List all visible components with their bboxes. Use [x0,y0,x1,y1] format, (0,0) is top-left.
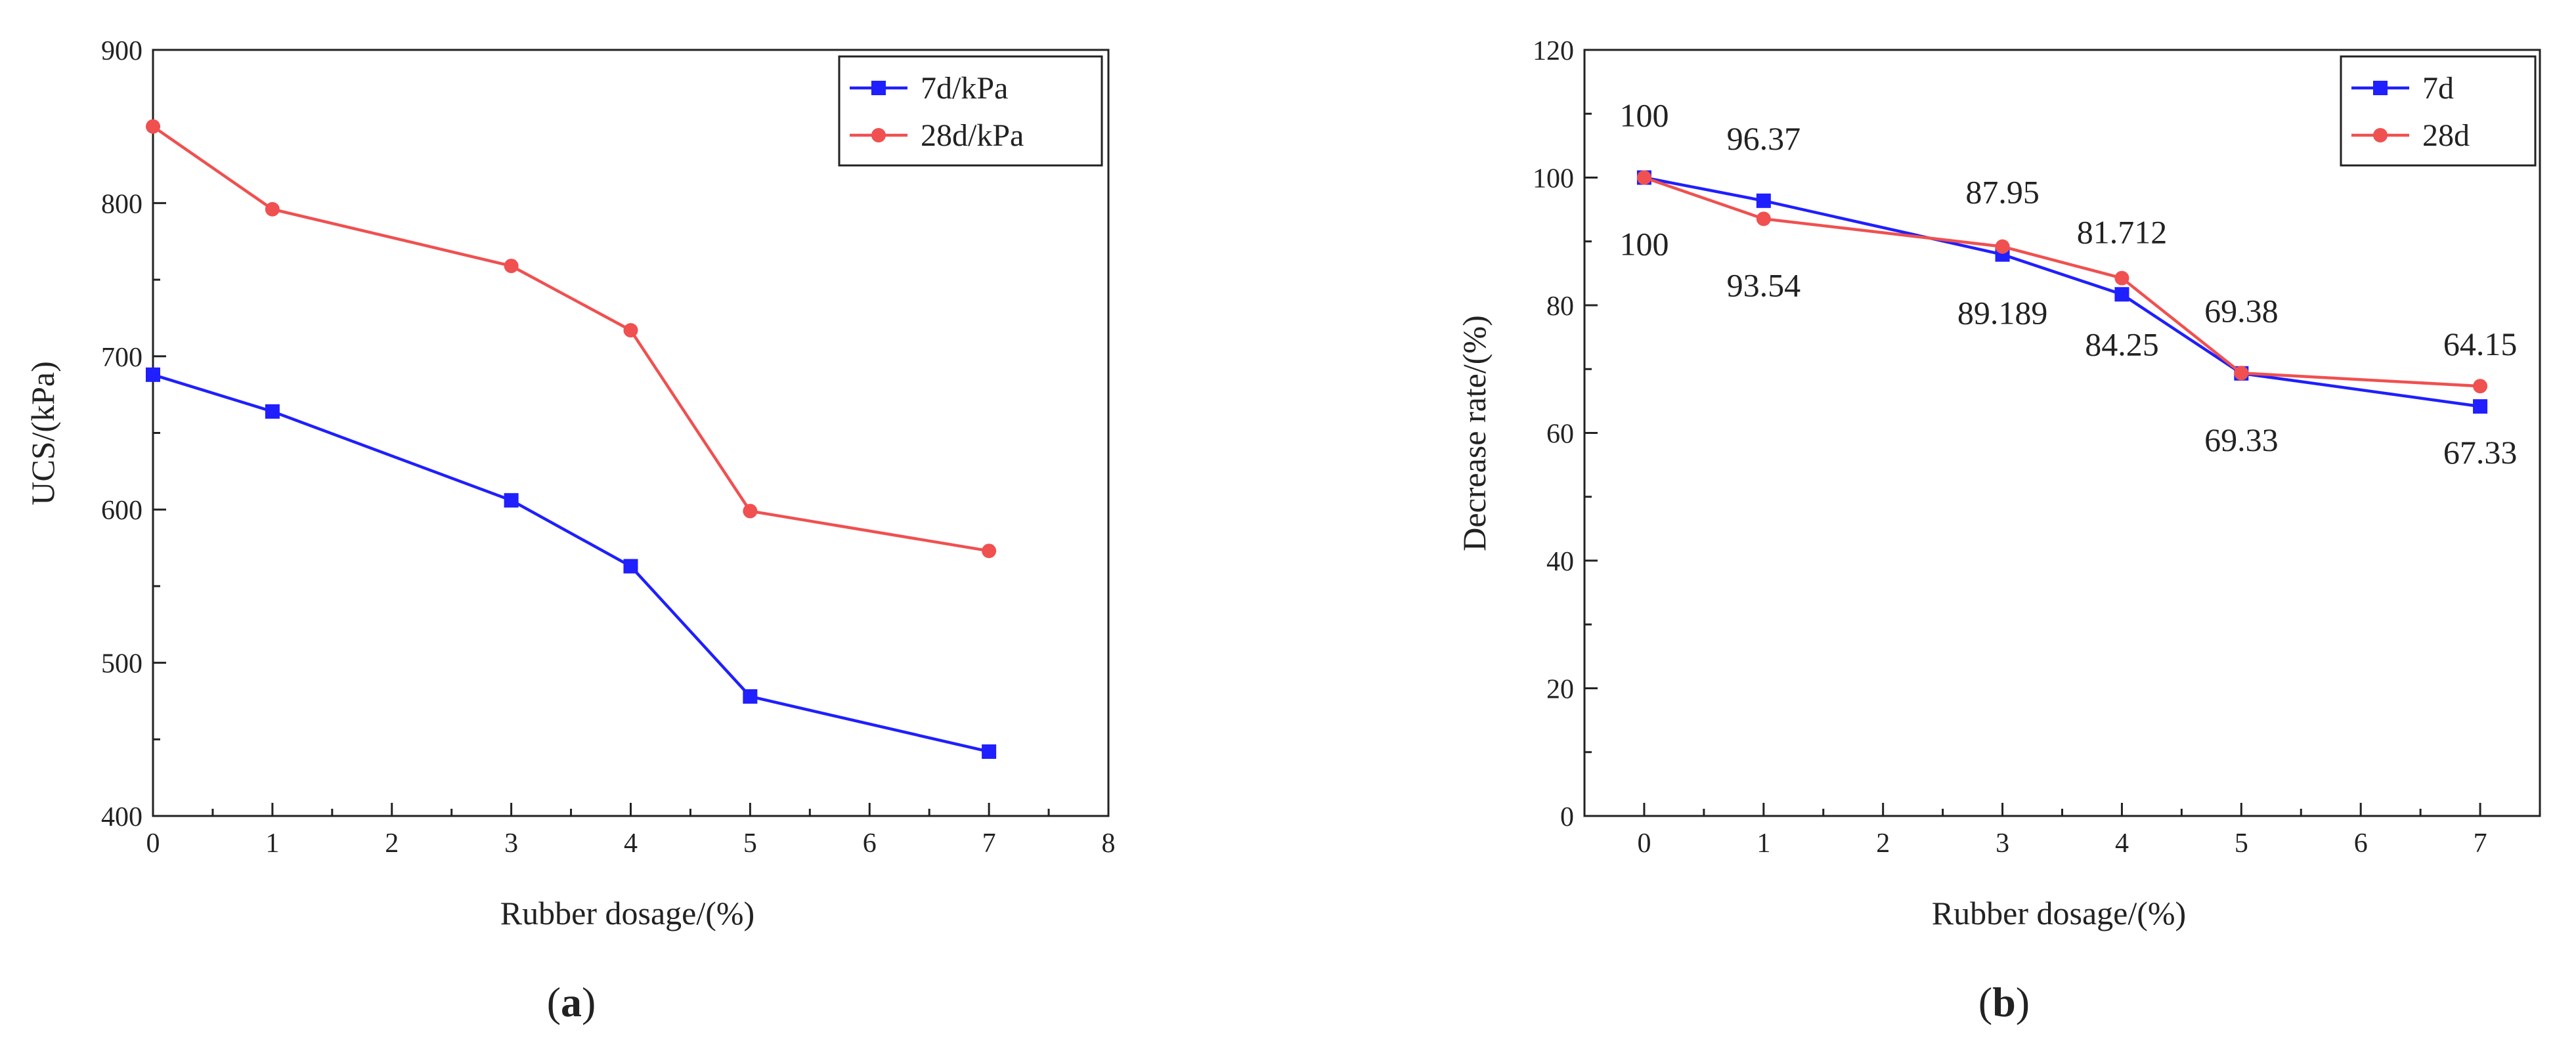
y-tick-label: 900 [101,36,142,66]
series-line-28d [1644,176,2481,388]
x-tick-label: 5 [2235,828,2248,859]
data-point [2114,270,2129,286]
data-point [2114,287,2129,302]
data-point [982,744,997,759]
chart-panel-a: 0 1 2 3 4 5 6 7 8 400 500 600 700 800 900 Rubber dosage… [24,36,1116,1025]
data-point [1995,239,2010,254]
data-point [2234,366,2249,381]
data-point [2473,379,2488,394]
data-label: 96.37 [1727,120,1801,157]
data-label: 69.33 [2204,421,2279,458]
data-point [504,259,519,274]
panel-label-close: ) [582,979,596,1025]
data-label: 89.189 [1957,295,2048,332]
y-tick-label: 20 [1546,675,1574,705]
x-tick-label: 2 [385,828,399,859]
legend-label: 28d/kPa [921,118,1024,153]
data-label: 69.38 [2204,292,2279,329]
data-label: 64.15 [2443,326,2518,362]
data-label: 100 [1619,97,1669,134]
legend-swatch-marker [871,81,886,95]
data-point [265,404,280,419]
legend-label: 7d/kPa [921,71,1008,106]
x-axis-title: Rubber dosage/(%) [1932,895,2186,931]
x-tick-label: 7 [2474,828,2487,859]
data-point [743,503,758,519]
x-tick-label: 7 [982,828,996,859]
data-label: 100 [1619,226,1669,263]
x-tick-label: 0 [1637,828,1651,859]
panel-label-close: ) [2016,979,2030,1025]
data-point [146,367,160,382]
data-point [982,544,997,559]
data-point [1636,170,1651,185]
y-tick-label: 800 [101,189,142,219]
data-point [1756,193,1771,208]
y-tick-label: 60 [1546,419,1574,450]
series-line-7d [1644,176,2481,408]
panel-label-open: ( [547,979,561,1025]
data-label: 81.712 [2077,213,2168,250]
x-tick-label: 8 [1102,828,1116,859]
data-label: 84.25 [2085,326,2159,363]
x-tick-label: 5 [743,828,757,859]
y-tick-label: 700 [101,343,142,373]
panel-label-letter: a [561,979,582,1025]
legend-swatch-marker [2373,128,2388,142]
data-point [2473,399,2488,414]
legend-box [838,55,1103,167]
legend-box [2340,55,2537,167]
data-point [623,559,638,574]
x-axis-title: Rubber dosage/(%) [500,895,754,931]
panel-label-letter: b [1992,979,2016,1025]
panel-label: (a) [547,979,596,1025]
series-line-7d/kPa [152,373,990,754]
x-tick-label: 3 [1996,828,2009,859]
x-tick-label: 2 [1876,828,1890,859]
y-tick-label: 600 [101,496,142,526]
y-tick-label: 0 [1560,802,1574,832]
legend-label: 7d [2422,71,2454,106]
y-tick-label: 100 [1533,164,1574,194]
data-point [504,493,519,508]
y-tick-label: 400 [101,802,142,832]
series-line-28d/kPa [152,125,990,553]
legend-swatch-marker [2373,81,2388,95]
y-tick-label: 80 [1546,291,1574,322]
data-point [1756,211,1771,226]
data-point [146,119,160,134]
x-tick-label: 4 [2115,828,2129,859]
data-point [743,689,758,704]
data-label: 87.95 [1965,174,2040,211]
y-tick-label: 40 [1546,547,1574,577]
chart-panel-b: 0 1 2 3 4 5 6 7 0 20 40 60 80 100 120 Rubber dosage/(%)… [1456,36,2541,1025]
x-tick-label: 6 [2354,828,2368,859]
data-point [623,323,638,338]
panel-label-open: ( [1978,979,1992,1025]
legend-swatch-marker [871,128,886,142]
x-tick-label: 4 [624,828,638,859]
x-tick-label: 6 [863,828,877,859]
y-tick-label: 500 [101,649,142,679]
y-tick-label: 120 [1533,36,1574,66]
x-tick-label: 3 [504,828,518,859]
x-tick-label: 1 [265,828,279,859]
panel-label: (b) [1978,979,2030,1025]
data-label: 93.54 [1727,267,1801,303]
y-axis-title: Decrease rate/(%) [1456,315,1493,551]
y-axis-title: UCS/(kPa) [24,361,61,505]
legend-label: 28d [2422,118,2470,153]
x-tick-label: 1 [1757,828,1770,859]
x-tick-label: 0 [146,828,160,859]
data-label: 67.33 [2443,434,2518,471]
data-point [265,202,280,217]
